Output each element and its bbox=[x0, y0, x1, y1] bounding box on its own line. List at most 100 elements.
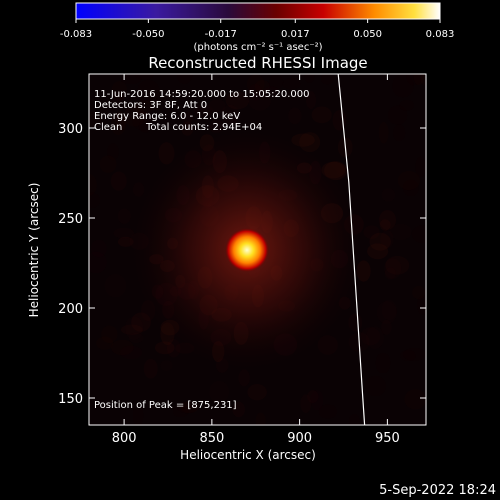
mottle-blob bbox=[232, 401, 246, 418]
mottle-blob bbox=[262, 86, 280, 99]
y-tick-label: 250 bbox=[58, 212, 83, 227]
mottle-blob bbox=[318, 404, 338, 419]
mottle-blob bbox=[246, 74, 265, 95]
mottle-blob bbox=[110, 339, 134, 356]
mottle-blob bbox=[304, 74, 315, 83]
mottle-blob bbox=[364, 375, 387, 397]
mottle-blob bbox=[138, 119, 152, 134]
mottle-blob bbox=[110, 90, 124, 106]
y-tick-label: 300 bbox=[58, 122, 83, 137]
annotation-detectors: Detectors: 3F 8F, Att 0 bbox=[94, 100, 207, 111]
mottle-blob bbox=[363, 225, 380, 240]
mottle-blob bbox=[379, 209, 397, 230]
mottle-blob bbox=[288, 107, 302, 125]
mottle-blob bbox=[115, 110, 126, 132]
mottle-blob bbox=[176, 74, 193, 85]
mottle-blob bbox=[380, 229, 394, 249]
mottle-blob bbox=[160, 360, 173, 371]
mottle-blob bbox=[99, 155, 117, 173]
mottle-blob bbox=[397, 170, 421, 191]
mottle-blob bbox=[132, 404, 144, 425]
mottle-blob bbox=[411, 285, 426, 300]
mottle-blob bbox=[320, 74, 335, 85]
mottle-blob bbox=[120, 74, 142, 85]
colorbar-ticks: -0.083 -0.050 -0.017 0.017 0.050 0.083 bbox=[60, 19, 454, 40]
mottle-blob bbox=[132, 111, 154, 131]
mottle-blob bbox=[119, 345, 143, 360]
mottle-blob bbox=[225, 91, 250, 110]
mottle-blob bbox=[181, 111, 194, 124]
mottle-blob bbox=[120, 324, 143, 335]
mottle-blob bbox=[307, 390, 319, 404]
mottle-blob bbox=[180, 401, 199, 414]
mottle-blob bbox=[143, 358, 158, 379]
mottle-blob bbox=[311, 106, 332, 124]
mottle-blob bbox=[365, 326, 384, 350]
mottle-blob bbox=[221, 104, 240, 124]
colorbar bbox=[75, 2, 441, 20]
y-tick-label: 200 bbox=[58, 302, 83, 317]
mottle-blob bbox=[332, 109, 347, 131]
annotation-peak: Position of Peak = [875,231] bbox=[94, 400, 237, 411]
mottle-blob bbox=[392, 124, 406, 142]
annotation-time-range: 11-Jun-2016 14:59:20.000 to 15:05:20.000 bbox=[94, 89, 310, 100]
chart-title: Reconstructed RHESSI Image bbox=[148, 54, 367, 72]
mottle-blob bbox=[384, 267, 396, 280]
x-axis-label: Heliocentric X (arcsec) bbox=[180, 448, 316, 462]
footer-date: 5-Sep-2022 18:24 bbox=[379, 483, 496, 498]
mottle-blob bbox=[402, 179, 419, 197]
mottle-blob bbox=[134, 99, 153, 115]
mottle-blob bbox=[89, 251, 107, 274]
mottle-blob bbox=[193, 104, 214, 118]
x-tick-label: 850 bbox=[199, 431, 224, 446]
mottle-blob bbox=[389, 223, 412, 241]
mottle-blob bbox=[369, 232, 391, 251]
mottle-blob bbox=[348, 413, 361, 425]
mottle-blob bbox=[255, 412, 266, 425]
mottle-blob bbox=[310, 389, 324, 411]
colorbar-tick-label: -0.017 bbox=[205, 29, 237, 40]
mottle-blob bbox=[248, 83, 263, 101]
mottle-blob bbox=[381, 299, 397, 321]
mottle-blob bbox=[209, 380, 230, 404]
mottle-blob bbox=[101, 325, 118, 344]
y-axis-label: Heliocentric Y (arcsec) bbox=[27, 183, 41, 318]
mottle-blob bbox=[104, 273, 127, 298]
plot-frame bbox=[88, 73, 427, 426]
source-core bbox=[225, 228, 269, 272]
mottle-blob bbox=[399, 350, 416, 362]
mottle-blob bbox=[381, 188, 396, 202]
mottle-blob bbox=[305, 91, 317, 110]
mottle-blob bbox=[381, 319, 392, 335]
mottle-blob bbox=[379, 219, 391, 231]
mottle-blob bbox=[378, 121, 389, 144]
x-tick-label: 900 bbox=[287, 431, 312, 446]
mottle-blob bbox=[404, 389, 426, 410]
mottle-blob bbox=[125, 316, 144, 340]
mottle-blob bbox=[89, 111, 102, 129]
mottle-blob bbox=[420, 74, 426, 86]
annotation-energy: Energy Range: 6.0 - 12.0 keV bbox=[94, 111, 240, 122]
mottle-blob bbox=[172, 404, 189, 418]
mottle-blob bbox=[177, 401, 198, 414]
mottle-blob bbox=[89, 174, 97, 196]
mottle-blob bbox=[399, 99, 415, 111]
colorbar-tick-label: -0.083 bbox=[60, 29, 92, 40]
mottle-blob bbox=[123, 105, 146, 127]
x-tick-label: 800 bbox=[112, 431, 137, 446]
mottle-blob bbox=[384, 258, 402, 279]
mottle-blob bbox=[128, 332, 144, 343]
mottle-blob bbox=[136, 79, 160, 104]
y-tick-label: 150 bbox=[58, 392, 83, 407]
mottle-blob bbox=[300, 394, 312, 414]
annotation-algorithm: Clean bbox=[94, 122, 122, 133]
mottle-blob bbox=[415, 156, 426, 178]
mottle-blob bbox=[385, 255, 410, 275]
mottle-blob bbox=[413, 74, 425, 86]
mottle-blob bbox=[110, 171, 127, 191]
mottle-blob bbox=[360, 327, 381, 346]
mottle-blob bbox=[375, 352, 391, 374]
mottle-blob bbox=[90, 239, 107, 258]
colorbar-units: (photons cm⁻² s⁻¹ asec⁻²) bbox=[193, 42, 322, 53]
